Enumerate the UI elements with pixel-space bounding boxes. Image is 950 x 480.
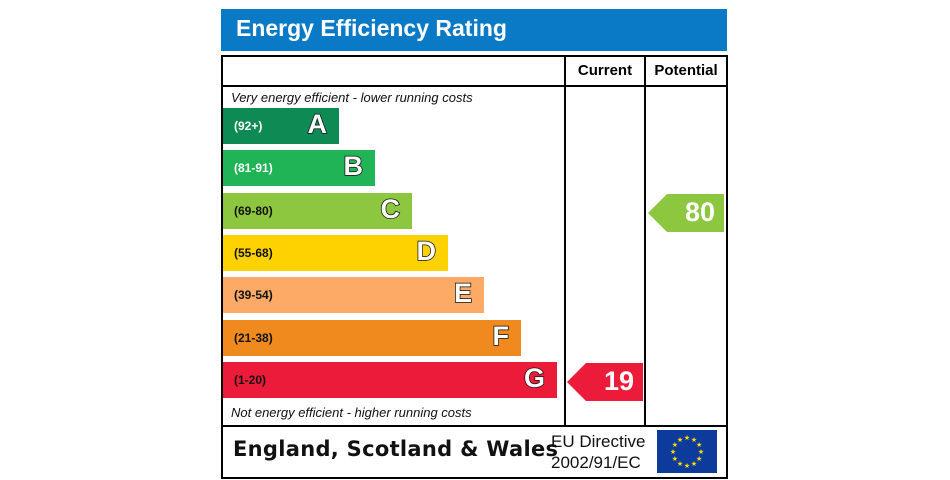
band-letter-label: B <box>343 150 364 182</box>
caption-top: Very energy efficient - lower running co… <box>231 90 473 105</box>
band-c: (69-80) C <box>223 193 412 229</box>
flag-star: ★ <box>677 436 683 444</box>
caption-bottom: Not energy efficient - higher running co… <box>231 405 472 420</box>
flag-star: ★ <box>696 455 702 463</box>
band-letter-label: C <box>380 193 401 225</box>
arrow-shape <box>567 363 643 401</box>
footer-region: England, Scotland & Wales <box>233 437 559 461</box>
band-range-label: (92+) <box>234 119 263 133</box>
flag-star: ★ <box>691 460 697 468</box>
flag-star: ★ <box>698 448 704 456</box>
band-letter-label: D <box>416 235 437 267</box>
column-header-current: Current <box>577 62 633 79</box>
flag-star: ★ <box>672 441 678 449</box>
eu-flag-icon: ★ ★ ★ ★ ★ ★ ★ ★ ★ ★ ★ ★ <box>657 430 717 473</box>
band-a: (92+) A <box>223 108 339 144</box>
directive-line-2: 2002/91/EC <box>551 453 641 472</box>
band-letter-label: F <box>492 320 510 352</box>
band-range-label: (39-54) <box>234 288 273 302</box>
band-d: (55-68) D <box>223 235 448 271</box>
footer-directive: EU Directive 2002/91/EC <box>551 431 645 473</box>
band-range-label: (69-80) <box>234 204 273 218</box>
flag-star: ★ <box>696 441 702 449</box>
flag-star: ★ <box>684 462 690 470</box>
band-range-label: (1-20) <box>234 373 267 387</box>
band-e: (39-54) E <box>223 277 484 313</box>
arrow-current: 19 <box>567 363 643 401</box>
flag-star: ★ <box>691 436 697 444</box>
directive-line-1: EU Directive <box>551 432 646 451</box>
arrow-potential: 80 <box>648 194 724 232</box>
band-letter-label: G <box>523 362 546 394</box>
band-range-label: (21-38) <box>234 331 273 345</box>
band-letter-label: A <box>307 108 328 140</box>
chart-title: Energy Efficiency Rating <box>236 15 507 41</box>
flag-star: ★ <box>677 460 683 468</box>
band-b: (81-91) B <box>223 150 375 186</box>
band-g: (1-20) G <box>223 362 557 398</box>
flag-star: ★ <box>670 448 676 456</box>
footer-divider <box>221 425 728 427</box>
flag-star: ★ <box>684 434 690 442</box>
potential-column-divider <box>644 55 646 427</box>
column-header-potential: Potential <box>654 62 718 79</box>
rating-table-frame <box>221 55 728 479</box>
band-range-label: (55-68) <box>234 246 273 260</box>
current-column-divider <box>564 55 566 427</box>
title-bar: Energy Efficiency Rating <box>221 9 727 51</box>
band-f: (21-38) F <box>223 320 521 356</box>
arrow-value-potential: 80 <box>684 197 715 227</box>
flag-star: ★ <box>672 455 678 463</box>
band-letter-label: E <box>453 277 473 309</box>
arrow-value-current: 19 <box>603 366 634 396</box>
header-divider <box>221 85 728 87</box>
arrow-shape <box>648 194 724 232</box>
band-range-label: (81-91) <box>234 161 273 175</box>
